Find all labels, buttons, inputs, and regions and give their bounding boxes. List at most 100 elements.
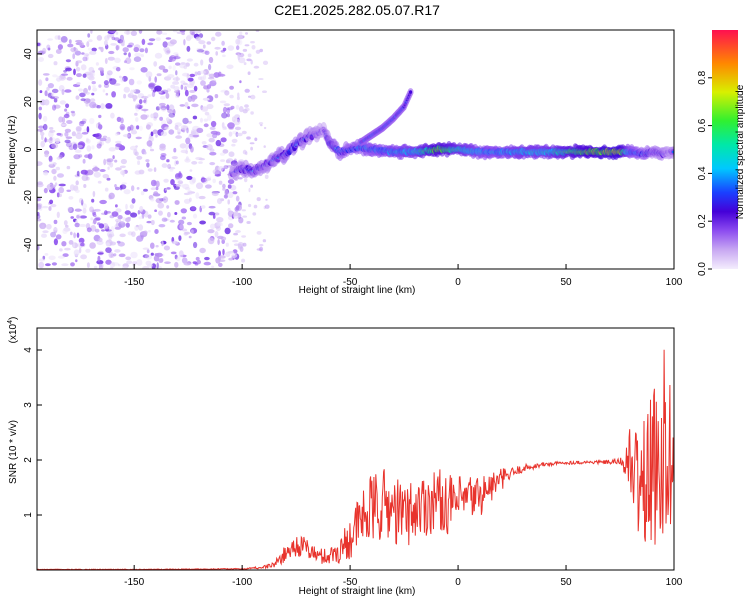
- spectrogram-noise-speckle: [37, 161, 43, 166]
- spectrogram-noise-speckle: [177, 131, 181, 135]
- spectrogram-noise-speckle: [66, 189, 71, 192]
- spectrogram-noise-speckle: [251, 45, 256, 50]
- spectrogram-noise-speckle: [186, 127, 189, 134]
- spectrogram-noise-speckle: [135, 107, 140, 112]
- spectrogram-noise-speckle: [55, 77, 62, 82]
- spectrogram-noise-speckle: [88, 39, 93, 43]
- spectrogram-noise-speckle: [105, 229, 112, 232]
- spectrogram-noise-speckle: [199, 220, 207, 225]
- spectrogram-noise-speckle: [165, 117, 170, 122]
- spectrogram-noise-speckle: [155, 252, 163, 258]
- spectrogram-noise-speckle: [40, 140, 45, 148]
- spectrogram-noise-speckle: [242, 242, 247, 247]
- spectrogram-noise-speckle: [147, 263, 153, 268]
- spectrogram-noise-speckle: [220, 137, 227, 143]
- spectrogram-noise-speckle: [38, 79, 43, 86]
- spectrogram-noise-speckle: [76, 126, 82, 134]
- spectrogram-noise-speckle: [166, 50, 171, 54]
- spectrogram-noise-speckle: [103, 158, 107, 166]
- spectrogram-noise-speckle: [200, 59, 204, 66]
- colorbar: 0.0 0.2 0.4 0.6 0.8 Normalized spectral ampl…: [697, 30, 746, 276]
- spectrogram-noise-speckle: [86, 126, 90, 133]
- spectrogram-noise-speckle: [58, 74, 67, 81]
- spectrogram-noise-speckle: [143, 99, 147, 104]
- spectrogram-noise-speckle: [180, 62, 186, 65]
- spectrogram-noise-speckle: [44, 137, 47, 143]
- spectrogram-noise-speckle: [37, 212, 40, 216]
- spectrogram-noise-speckle: [228, 131, 233, 137]
- spectrogram-noise-speckle: [174, 261, 179, 268]
- spectrogram-noise-speckle: [250, 94, 256, 100]
- spectrogram-noise-speckle: [53, 227, 58, 231]
- spectrogram-noise-speckle: [131, 185, 135, 192]
- spectrogram-noise-speckle: [207, 237, 215, 245]
- spectrogram-noise-speckle: [148, 38, 156, 42]
- spectrogram-noise-speckle: [119, 233, 126, 238]
- spectrogram-noise-speckle: [162, 32, 168, 35]
- spectrogram-noise-speckle: [222, 248, 225, 256]
- snr-scale-exponent: 4: [7, 320, 14, 324]
- spectrogram-noise-speckle: [51, 96, 59, 100]
- spectrogram-noise-speckle: [87, 47, 92, 51]
- spectrogram-noise-speckle: [159, 258, 164, 262]
- spectrogram-noise-speckle: [161, 163, 168, 168]
- spectrogram-noise-speckle: [175, 160, 179, 165]
- spectrogram-noise-speckle: [211, 191, 219, 197]
- spectrogram-noise-speckle: [200, 205, 206, 209]
- spectrogram-noise-speckle: [53, 175, 57, 181]
- spectrogram-noise-speckle: [235, 205, 240, 211]
- spectrogram-noise-speckle: [154, 76, 157, 83]
- spectrogram-noise-speckle: [74, 149, 82, 153]
- spectrogram-noise-speckle: [135, 103, 140, 108]
- spectrogram-noise-speckle: [65, 224, 69, 228]
- spectrogram-noise-speckle: [87, 33, 91, 38]
- spectrogram-noise-speckle: [232, 211, 239, 217]
- spectrogram-noise-speckle: [184, 187, 191, 191]
- spectrogram-noise-speckle: [170, 179, 175, 186]
- spectrogram-x-tick-label: -150: [124, 277, 144, 288]
- spectrogram-noise-speckle: [122, 47, 129, 53]
- spectrogram-noise-speckle: [219, 152, 226, 156]
- spectrogram-noise-speckle: [235, 195, 240, 202]
- spectrogram-noise-speckle: [167, 211, 171, 218]
- spectrogram-noise-speckle: [37, 245, 40, 251]
- spectrogram-noise-speckle: [234, 126, 242, 131]
- spectrogram-noise-speckle: [107, 166, 110, 170]
- spectrogram-noise-speckle: [62, 253, 69, 257]
- spectrogram-noise-speckle: [222, 54, 226, 58]
- spectrogram-noise-speckle: [115, 218, 122, 223]
- spectrogram-noise-speckle: [198, 76, 203, 80]
- spectrogram-noise-speckle: [187, 77, 194, 82]
- spectrogram-noise-speckle: [227, 199, 230, 205]
- spectrogram-noise-speckle: [100, 46, 104, 53]
- spectrogram-noise-speckle: [38, 261, 45, 269]
- spectrogram-noise-speckle: [206, 88, 210, 93]
- spectrogram-noise-speckle: [46, 44, 51, 50]
- spectrogram-noise-speckle: [171, 156, 178, 160]
- snr-scale-close: ): [8, 317, 19, 320]
- spectrogram-x-tick-label: 0: [455, 277, 461, 288]
- spectrogram-noise-speckle: [224, 189, 229, 196]
- spectrogram-panel: -150 -100 -50 0 50 100 -40 -20 0 20 40 Height of …: [7, 29, 683, 296]
- spectrogram-noise-speckle: [214, 46, 221, 50]
- spectrogram-noise-speckle: [90, 98, 96, 103]
- spectrogram-noise-speckle: [253, 65, 260, 69]
- spectrogram-noise-speckle: [111, 91, 116, 98]
- spectrogram-noise-speckle: [227, 184, 232, 189]
- spectrogram-noise-speckle: [75, 67, 81, 72]
- spectrogram-noise-speckle: [218, 250, 222, 257]
- spectrogram-noise-speckle: [122, 75, 128, 82]
- spectrogram-noise-speckle: [155, 245, 159, 248]
- spectrogram-noise-speckle: [161, 217, 168, 222]
- spectrogram-noise-speckle: [122, 217, 126, 221]
- spectrogram-noise-speckle: [250, 111, 254, 115]
- spectrogram-noise-speckle: [176, 31, 182, 34]
- spectrogram-noise-speckle: [242, 215, 247, 218]
- spectrogram-noise-speckle: [37, 42, 41, 46]
- spectrogram-noise-speckle: [242, 35, 245, 39]
- spectrogram-noise-speckle: [232, 191, 238, 195]
- spectrogram-noise-speckle: [86, 41, 90, 48]
- spectrogram-noise-speckle: [97, 180, 102, 184]
- spectrogram-noise-speckle: [235, 230, 241, 233]
